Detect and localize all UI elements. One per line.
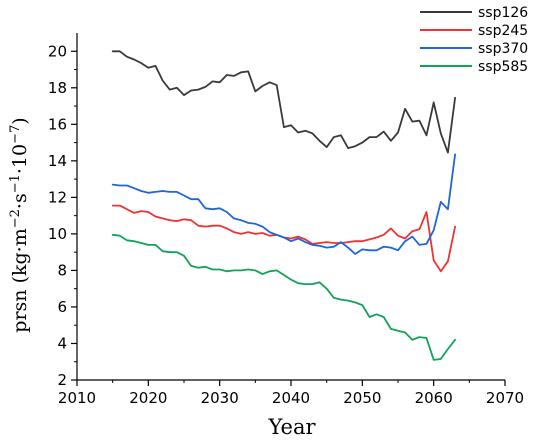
legend: ssp126 ssp245 ssp370 ssp585: [420, 5, 528, 75]
legend-item-ssp370: ssp370: [420, 41, 528, 57]
y-tick-label: 10: [48, 225, 67, 243]
series-line-ssp126: [111, 50, 457, 154]
y-tick-label: 2: [57, 371, 67, 389]
y-tick-label: 4: [57, 334, 67, 352]
y-tick-label: 8: [57, 261, 67, 279]
x-tick-label: 2060: [415, 389, 453, 407]
legend-label: ssp370: [478, 41, 528, 57]
legend-item-ssp585: ssp585: [420, 59, 528, 75]
x-tick-label: 2020: [129, 389, 167, 407]
y-tick-label: 20: [48, 42, 67, 60]
y-axis-title-mid1: ·s: [9, 193, 31, 209]
series-line-ssp370: [111, 153, 457, 255]
y-axis-title: prsn (kg·m−2·s−1·10−7): [8, 117, 31, 332]
y-axis-title-sup3: −7: [8, 125, 23, 144]
y-axis-title-base: prsn (kg·m: [9, 228, 31, 332]
x-tick-label: 2030: [201, 389, 239, 407]
x-tick-label: 2070: [486, 389, 524, 407]
y-axis-title-sup1: −2: [8, 209, 23, 228]
y-tick-label: 6: [57, 298, 67, 316]
y-tick-label: 18: [48, 79, 67, 97]
x-tick-label: 2050: [343, 389, 381, 407]
y-axis-title-sup2: −1: [8, 174, 23, 193]
series-layer: [111, 50, 457, 361]
y-tick-label: 14: [48, 152, 67, 170]
y-axis-title-mid2: ·10: [9, 144, 31, 174]
y-axis-title-end: ): [9, 117, 31, 124]
axes-layer: [76, 33, 505, 381]
y-tick-label: 12: [48, 188, 67, 206]
x-tick-label: 2010: [58, 389, 96, 407]
tick-layer: 2010 2020 2030 2040 2050 2060 2070 2 4 6 8 10 12 14 16…: [48, 42, 524, 407]
x-tick-label: 2040: [272, 389, 310, 407]
legend-item-ssp245: ssp245: [420, 23, 528, 39]
legend-label: ssp585: [478, 59, 528, 75]
x-axis-title: Year: [267, 415, 316, 439]
legend-item-ssp126: ssp126: [420, 5, 528, 21]
series-line-ssp585: [111, 233, 457, 361]
y-tick-label: 16: [48, 115, 67, 133]
legend-label: ssp126: [478, 5, 528, 21]
legend-label: ssp245: [478, 23, 528, 39]
